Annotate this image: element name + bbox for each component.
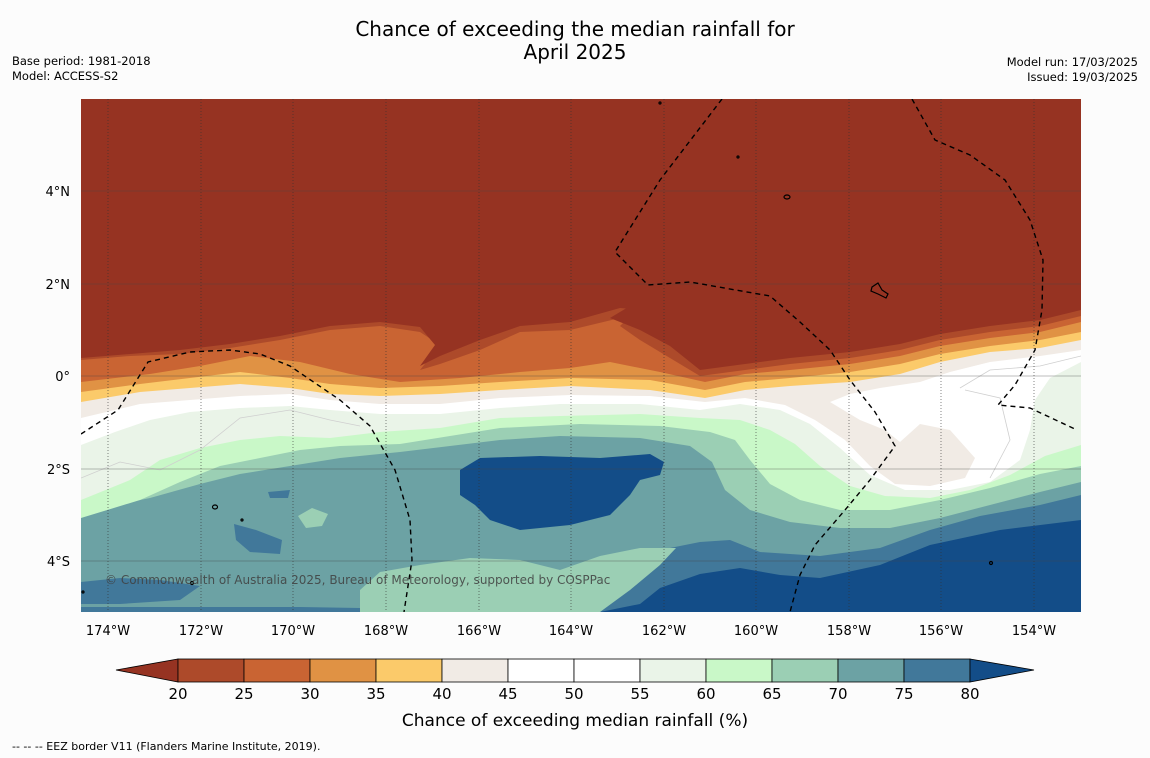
colorbar-cell: [573, 658, 641, 683]
colorbar-tick: 75: [894, 685, 913, 703]
colorbar-tick: 40: [432, 685, 451, 703]
model-info: Base period: 1981-2018 Model: ACCESS-S2: [12, 54, 151, 84]
lat-label: 0°: [55, 370, 70, 385]
colorbar-cells: [177, 658, 971, 683]
copyright-text: © Commonwealth of Australia 2025, Bureau…: [105, 573, 610, 587]
patch-65-70-b: [360, 548, 676, 612]
patch-75-80-d: [268, 490, 290, 498]
lon-label: 168°W: [364, 624, 408, 639]
thin-contours: [81, 355, 1081, 479]
colorbar-ticks: 20 25 30 35 40 45 50 55 60 65 70 75 80: [168, 685, 979, 703]
lat-label: 2°S: [47, 463, 70, 478]
run-info: Model run: 17/03/2025 Issued: 19/03/2025: [1007, 55, 1138, 85]
lat-label: 4°S: [47, 555, 70, 570]
lon-label: 160°W: [734, 624, 778, 639]
band-below-20: [81, 99, 1081, 370]
map-title: Chance of exceeding the median rainfall …: [0, 18, 1150, 64]
colorbar-cell: [837, 658, 905, 683]
colorbar-cell: [705, 658, 773, 683]
colorbar-extend-low: [115, 658, 179, 683]
lat-labels: 4°N 2°N 0° 2°S 4°S: [46, 185, 71, 570]
colorbar-tick: 20: [168, 685, 187, 703]
lon-label: 166°W: [457, 624, 501, 639]
lon-label: 172°W: [179, 624, 223, 639]
colorbar-cell: [309, 658, 377, 683]
colorbar-cell: [441, 658, 509, 683]
colorbar-tick: 55: [630, 685, 649, 703]
title-line-1: Chance of exceeding the median rainfall …: [355, 17, 795, 41]
colorbar-tick: 25: [234, 685, 253, 703]
colorbar-cell: [243, 658, 311, 683]
colorbar-cell: [507, 658, 575, 683]
core-above-80: [460, 454, 664, 530]
lon-label: 154°W: [1012, 624, 1056, 639]
colorbar-cell: [771, 658, 839, 683]
lon-label: 156°W: [919, 624, 963, 639]
colorbar-cell: [177, 658, 245, 683]
islands: [81, 101, 994, 594]
colorbar-label: Chance of exceeding median rainfall (%): [402, 711, 748, 731]
patch-75-80-c: [234, 524, 282, 554]
title-line-2: April 2025: [523, 40, 627, 64]
colorbar-tick: 60: [696, 685, 715, 703]
model-name: Model: ACCESS-S2: [12, 69, 119, 83]
lat-label: 4°N: [46, 185, 71, 200]
lon-labels: 174°W 172°W 170°W 168°W 166°W 164°W 162°…: [86, 624, 1056, 639]
colorbar-tick: 65: [762, 685, 781, 703]
model-run: Model run: 17/03/2025: [1006, 55, 1138, 69]
colorbar-cell: [375, 658, 443, 683]
lon-label: 164°W: [549, 624, 593, 639]
lon-label: 158°W: [827, 624, 871, 639]
lon-label: 170°W: [271, 624, 315, 639]
issued-date: Issued: 19/03/2025: [1027, 70, 1138, 84]
eez-borders: [81, 99, 1078, 612]
colorbar-extend-high: [969, 658, 1035, 683]
colorbar-tick: 45: [498, 685, 517, 703]
colorbar-cell: [903, 658, 971, 683]
lon-label: 174°W: [86, 624, 130, 639]
colorbar-tick: 80: [960, 685, 979, 703]
colorbar: 20 25 30 35 40 45 50 55 60 65 70 75 80 C…: [115, 658, 1035, 731]
colorbar-tick: 30: [300, 685, 319, 703]
base-period: Base period: 1981-2018: [12, 54, 151, 68]
patch-65-70-a: [298, 508, 328, 528]
contour-layers: [81, 99, 1081, 612]
lon-label: 162°W: [642, 624, 686, 639]
eez-legend-note: -- -- -- EEZ border V11 (Flanders Marine…: [12, 740, 321, 753]
patch-75-80-e: [81, 578, 200, 604]
colorbar-tick: 70: [828, 685, 847, 703]
lat-label: 2°N: [46, 278, 71, 293]
colorbar-cell: [639, 658, 707, 683]
colorbar-tick: 50: [564, 685, 583, 703]
colorbar-tick: 35: [366, 685, 385, 703]
lat-lines: [81, 190, 1081, 562]
